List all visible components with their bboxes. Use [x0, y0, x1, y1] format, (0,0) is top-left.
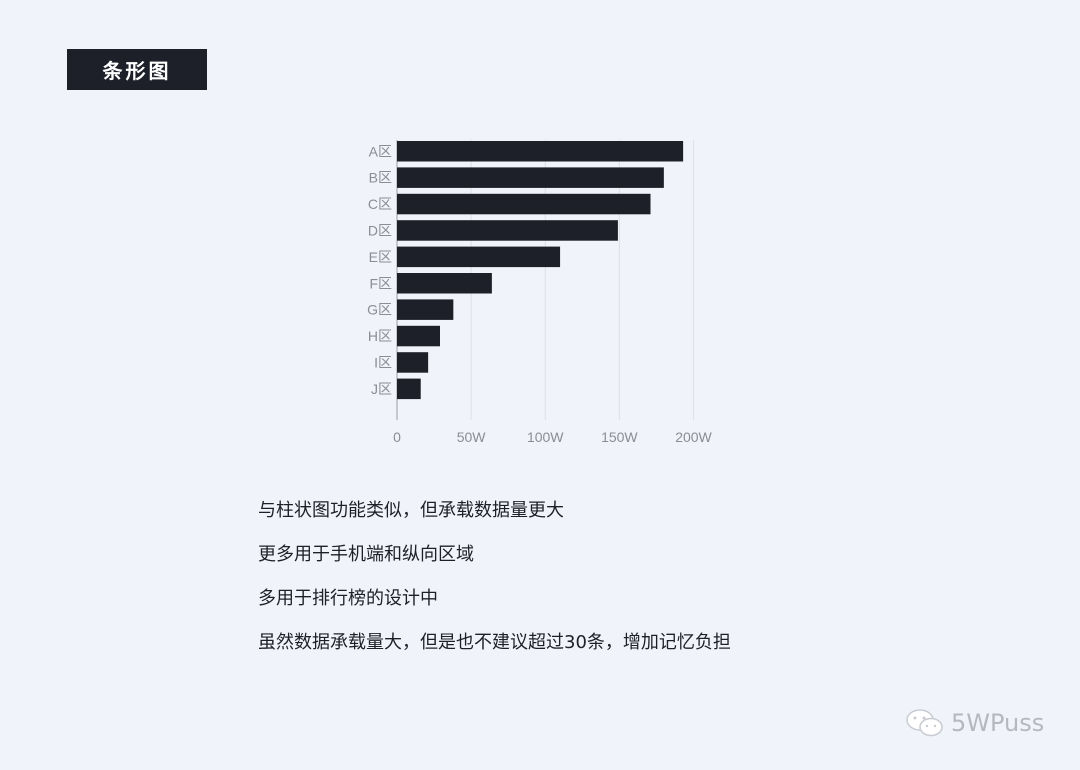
note-item: 多用于排行榜的设计中	[258, 588, 438, 609]
y-tick-label: E区	[369, 249, 392, 265]
y-tick-label: J区	[371, 381, 392, 397]
bar-chart: 0 50W 100W 150W 200W A区 B区 C区 D区 E区 F区 G区 H区 I区 J区	[367, 140, 713, 445]
y-tick-label: B区	[369, 170, 392, 186]
note-item: 与柱状图功能类似，但承载数据量更大	[258, 500, 564, 521]
bar	[397, 352, 429, 373]
x-tick-label: 100W	[527, 429, 564, 445]
bar	[397, 325, 440, 347]
y-tick-label: G区	[367, 302, 392, 318]
y-tick-label: I区	[374, 354, 392, 370]
notes-list: 与柱状图功能类似，但承载数据量更大 更多用于手机端和纵向区域 多用于排行榜的设计…	[258, 497, 748, 673]
y-tick-label: C区	[368, 196, 392, 212]
x-tick-label: 150W	[601, 429, 638, 445]
note-item: 更多用于手机端和纵向区域	[258, 544, 474, 565]
bar	[397, 378, 421, 400]
y-tick-label: A区	[369, 143, 392, 159]
bar	[397, 141, 684, 162]
bar	[397, 246, 561, 268]
bar	[397, 220, 618, 241]
watermark-text: 5WPuss	[951, 709, 1045, 737]
y-tick-label: D区	[368, 222, 392, 238]
x-tick-label: 50W	[457, 429, 487, 445]
page-title: 条形图	[67, 49, 207, 90]
y-tick-label: F区	[369, 275, 392, 291]
bar	[397, 167, 664, 188]
y-tick-label: H区	[368, 328, 392, 344]
note-item: 虽然数据承载量大，但是也不建议超过30条，增加记忆负担	[258, 632, 731, 653]
bar	[397, 273, 492, 294]
bar	[397, 299, 454, 320]
watermark: 5WPuss	[905, 707, 1044, 739]
bar	[397, 193, 651, 215]
x-tick-label: 200W	[675, 429, 712, 445]
x-tick-label: 0	[393, 429, 401, 445]
wechat-icon	[906, 709, 943, 737]
